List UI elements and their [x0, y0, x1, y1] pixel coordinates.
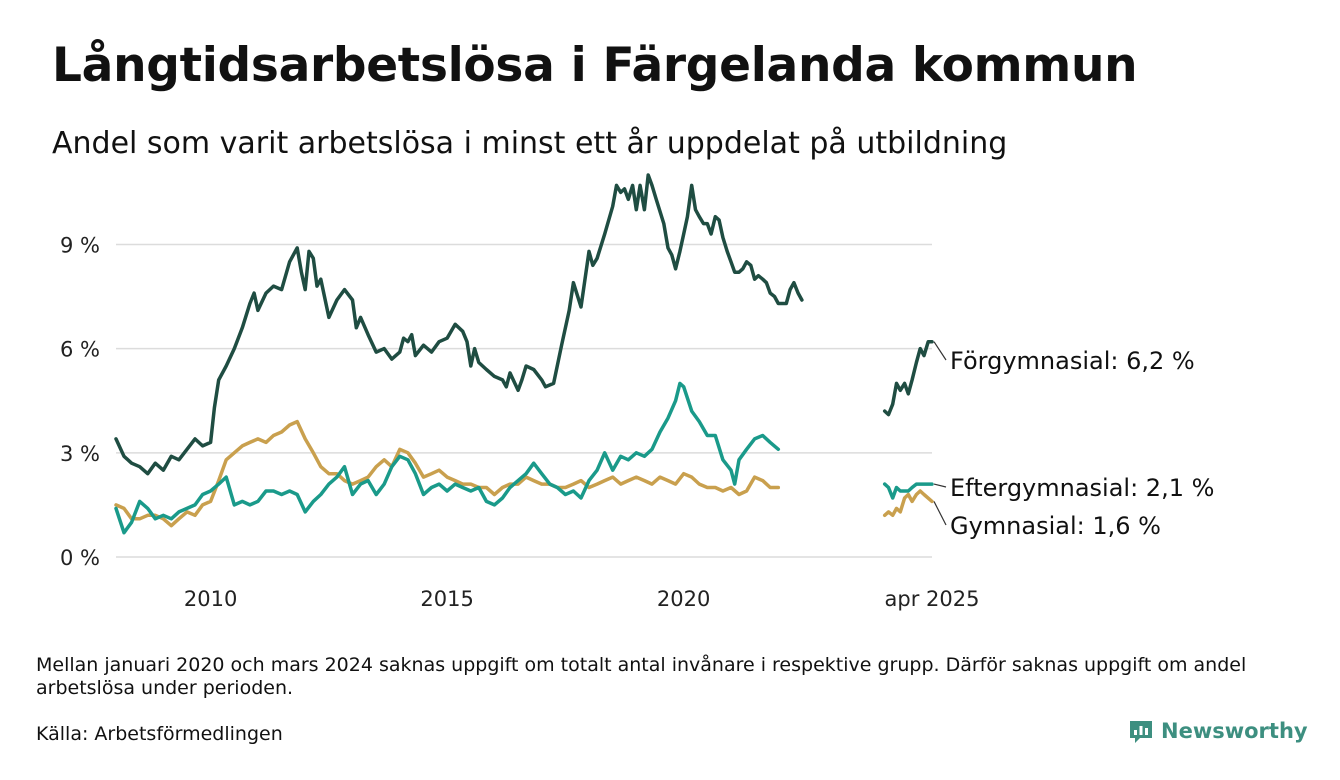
x-tick-label: 2010	[184, 587, 237, 611]
series-line-eftergymnasial	[114, 381, 781, 535]
label-connector	[933, 341, 947, 361]
series-line-gymnasial	[882, 489, 934, 518]
grid: 0 % 3 % 6 % 9 % 2010 2015 2020 apr 2025	[60, 233, 979, 611]
bar-chart-logo-icon	[1130, 721, 1152, 743]
series-lines	[114, 173, 934, 535]
series-line-förgymnasial	[114, 173, 804, 476]
label-connector	[933, 501, 947, 526]
brand-name: Newsworthy	[1161, 719, 1308, 743]
y-tick-label: 0 %	[60, 546, 100, 570]
footnote: Mellan januari 2020 och mars 2024 saknas…	[36, 654, 1247, 699]
source-note: Källa: Arbetsförmedlingen	[36, 723, 283, 745]
series-end-label-eftergymnasial: Eftergymnasial: 2,1 %	[950, 474, 1214, 502]
series-end-labels: Förgymnasial: 6,2 % Eftergymnasial: 2,1 %…	[933, 341, 1214, 540]
chart-subtitle: Andel som varit arbetslösa i minst ett å…	[52, 126, 1008, 161]
series-line-gymnasial	[114, 419, 781, 528]
x-tick-label: 2020	[657, 587, 710, 611]
series-end-label-förgymnasial: Förgymnasial: 6,2 %	[950, 347, 1195, 375]
chart-title: Långtidsarbetslösa i Färgelanda kommun	[52, 38, 1138, 93]
x-tick-label: 2015	[420, 587, 473, 611]
label-connector	[933, 483, 947, 488]
y-tick-label: 6 %	[60, 338, 100, 362]
brand-logo[interactable]: Newsworthy	[1128, 718, 1308, 744]
y-tick-label: 9 %	[60, 233, 100, 257]
y-tick-label: 3 %	[60, 442, 100, 466]
x-tick-label: apr 2025	[885, 587, 980, 611]
series-end-label-gymnasial: Gymnasial: 1,6 %	[950, 512, 1161, 540]
series-line-förgymnasial	[882, 339, 934, 417]
series-line-eftergymnasial	[882, 482, 934, 500]
line-chart: 0 % 3 % 6 % 9 % 2010 2015 2020 apr 2025 Förgymn…	[60, 173, 1214, 611]
